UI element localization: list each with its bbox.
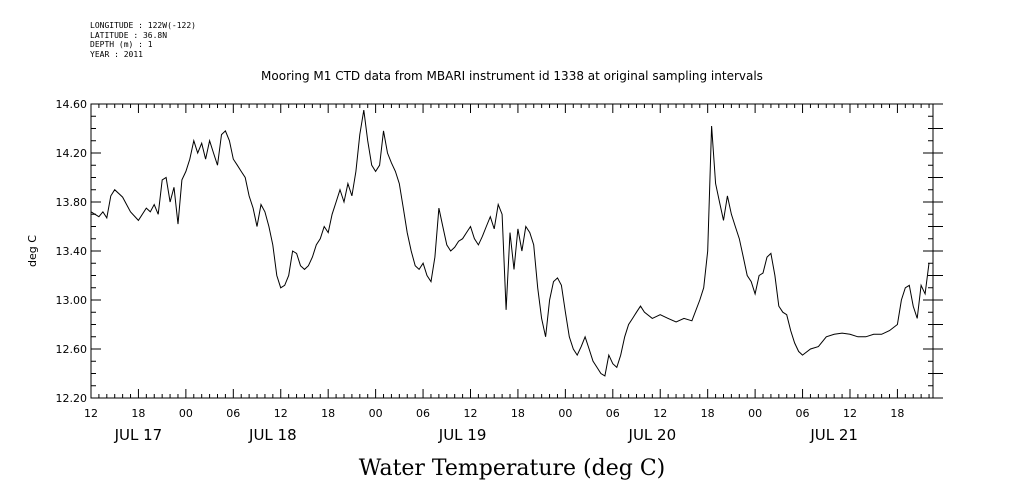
x-tick-label: 12 xyxy=(84,407,98,420)
x-tick-label: 00 xyxy=(179,407,193,420)
longitude-label: LONGITUDE : 122W(-122) xyxy=(90,21,196,30)
x-tick-label: 18 xyxy=(511,407,525,420)
day-label: JUL 18 xyxy=(248,426,297,444)
series-line xyxy=(90,110,930,377)
depth-label: DEPTH (m) : 1 xyxy=(90,40,153,49)
y-tick-label: 13.80 xyxy=(56,196,88,209)
x-tick-label: 06 xyxy=(796,407,810,420)
x-tick-label: 00 xyxy=(748,407,762,420)
x-tick-label: 00 xyxy=(369,407,383,420)
y-tick-label: 12.20 xyxy=(56,392,88,405)
day-label: JUL 17 xyxy=(114,426,163,444)
day-label: JUL 20 xyxy=(628,426,677,444)
x-tick-label: 18 xyxy=(701,407,715,420)
y-tick-label: 13.40 xyxy=(56,245,88,258)
latitude-label: LATITUDE : 36.8N xyxy=(90,30,168,40)
y-tick-label: 14.20 xyxy=(56,147,88,160)
year-label: YEAR : 2011 xyxy=(90,49,143,59)
x-tick-label: 18 xyxy=(321,407,335,420)
chart-title: Mooring M1 CTD data from MBARI instrumen… xyxy=(261,69,763,83)
day-label: JUL 19 xyxy=(438,426,487,444)
y-tick-label: 13.00 xyxy=(56,294,88,307)
x-axis-label: Water Temperature (deg C) xyxy=(359,456,666,481)
x-tick-label: 12 xyxy=(463,407,477,420)
x-tick-label: 18 xyxy=(890,407,904,420)
x-tick-label: 06 xyxy=(226,407,240,420)
x-tick-label: 00 xyxy=(558,407,572,420)
x-tick-label: 06 xyxy=(606,407,620,420)
x-tick-label: 12 xyxy=(653,407,667,420)
y-axis-label: deg C xyxy=(26,235,39,267)
y-axis: 12.20 12.60 13.00 13.40 13.80 14.20 14.60 xyxy=(56,98,943,405)
x-axis: 12 18 00 06 12 18 00 06 12 18 00 06 12 18 00 06 12 18 JUL … xyxy=(84,104,930,444)
x-tick-label: 12 xyxy=(843,407,857,420)
metadata-block: LONGITUDE : 122W(-122) LATITUDE : 36.8N … xyxy=(90,21,196,59)
y-tick-label: 12.60 xyxy=(56,343,88,356)
x-tick-label: 18 xyxy=(131,407,145,420)
x-tick-label: 06 xyxy=(416,407,430,420)
x-tick-label: 12 xyxy=(274,407,288,420)
day-label: JUL 21 xyxy=(809,426,858,444)
y-tick-label: 14.60 xyxy=(56,98,88,111)
